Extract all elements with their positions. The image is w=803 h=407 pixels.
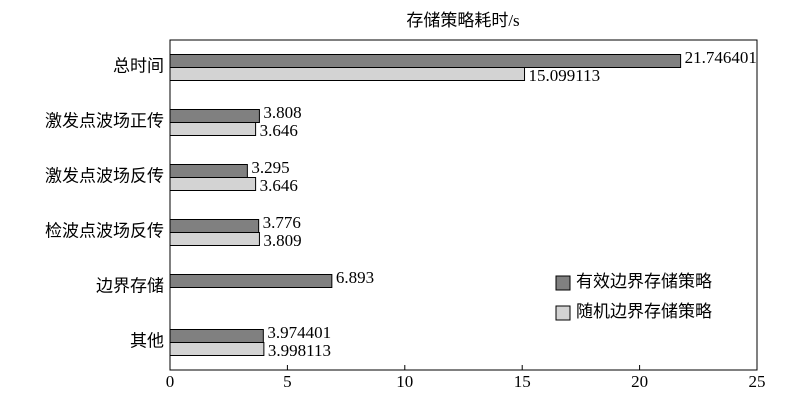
chart-title: 存储策略耗时/s — [406, 11, 519, 30]
value-label: 3.295 — [251, 158, 289, 177]
x-tick-label: 5 — [283, 372, 292, 391]
bar — [169, 177, 257, 191]
bar — [169, 274, 333, 288]
value-label: 3.776 — [263, 213, 301, 232]
value-label: 3.809 — [263, 231, 301, 250]
x-tick-label: 15 — [514, 372, 531, 391]
value-label: 6.893 — [336, 268, 374, 287]
x-tick-label: 25 — [749, 372, 766, 391]
x-tick-label: 0 — [166, 372, 175, 391]
x-tick-label: 10 — [396, 372, 413, 391]
value-label: 3.646 — [260, 121, 298, 140]
bar — [169, 67, 526, 81]
y-tick-label: 总时间 — [113, 56, 164, 75]
legend-swatch — [555, 275, 571, 291]
value-label: 15.099113 — [529, 66, 601, 85]
bar — [169, 109, 260, 123]
y-tick-label: 激发点波场反传 — [45, 166, 164, 185]
value-label: 21.746401 — [685, 48, 757, 67]
bar — [169, 329, 264, 343]
bar — [169, 232, 260, 246]
bar — [169, 164, 248, 178]
bar — [169, 342, 265, 356]
bar — [169, 122, 257, 136]
legend-label: 随机边界存储策略 — [576, 302, 712, 321]
bar — [169, 219, 260, 233]
y-tick-label: 边界存储 — [96, 276, 164, 295]
value-label: 3.808 — [263, 103, 301, 122]
x-tick-label: 20 — [631, 372, 648, 391]
legend-label: 有效边界存储策略 — [576, 272, 712, 291]
value-label: 3.974401 — [267, 323, 331, 342]
value-label: 3.646 — [260, 176, 298, 195]
value-label: 3.998113 — [268, 341, 331, 360]
bar — [169, 54, 682, 68]
y-tick-label: 其他 — [130, 331, 164, 350]
plot-frame — [169, 39, 758, 371]
y-tick-label: 激发点波场正传 — [45, 111, 164, 130]
y-tick-label: 检波点波场反传 — [45, 221, 164, 240]
legend-swatch — [555, 305, 571, 321]
